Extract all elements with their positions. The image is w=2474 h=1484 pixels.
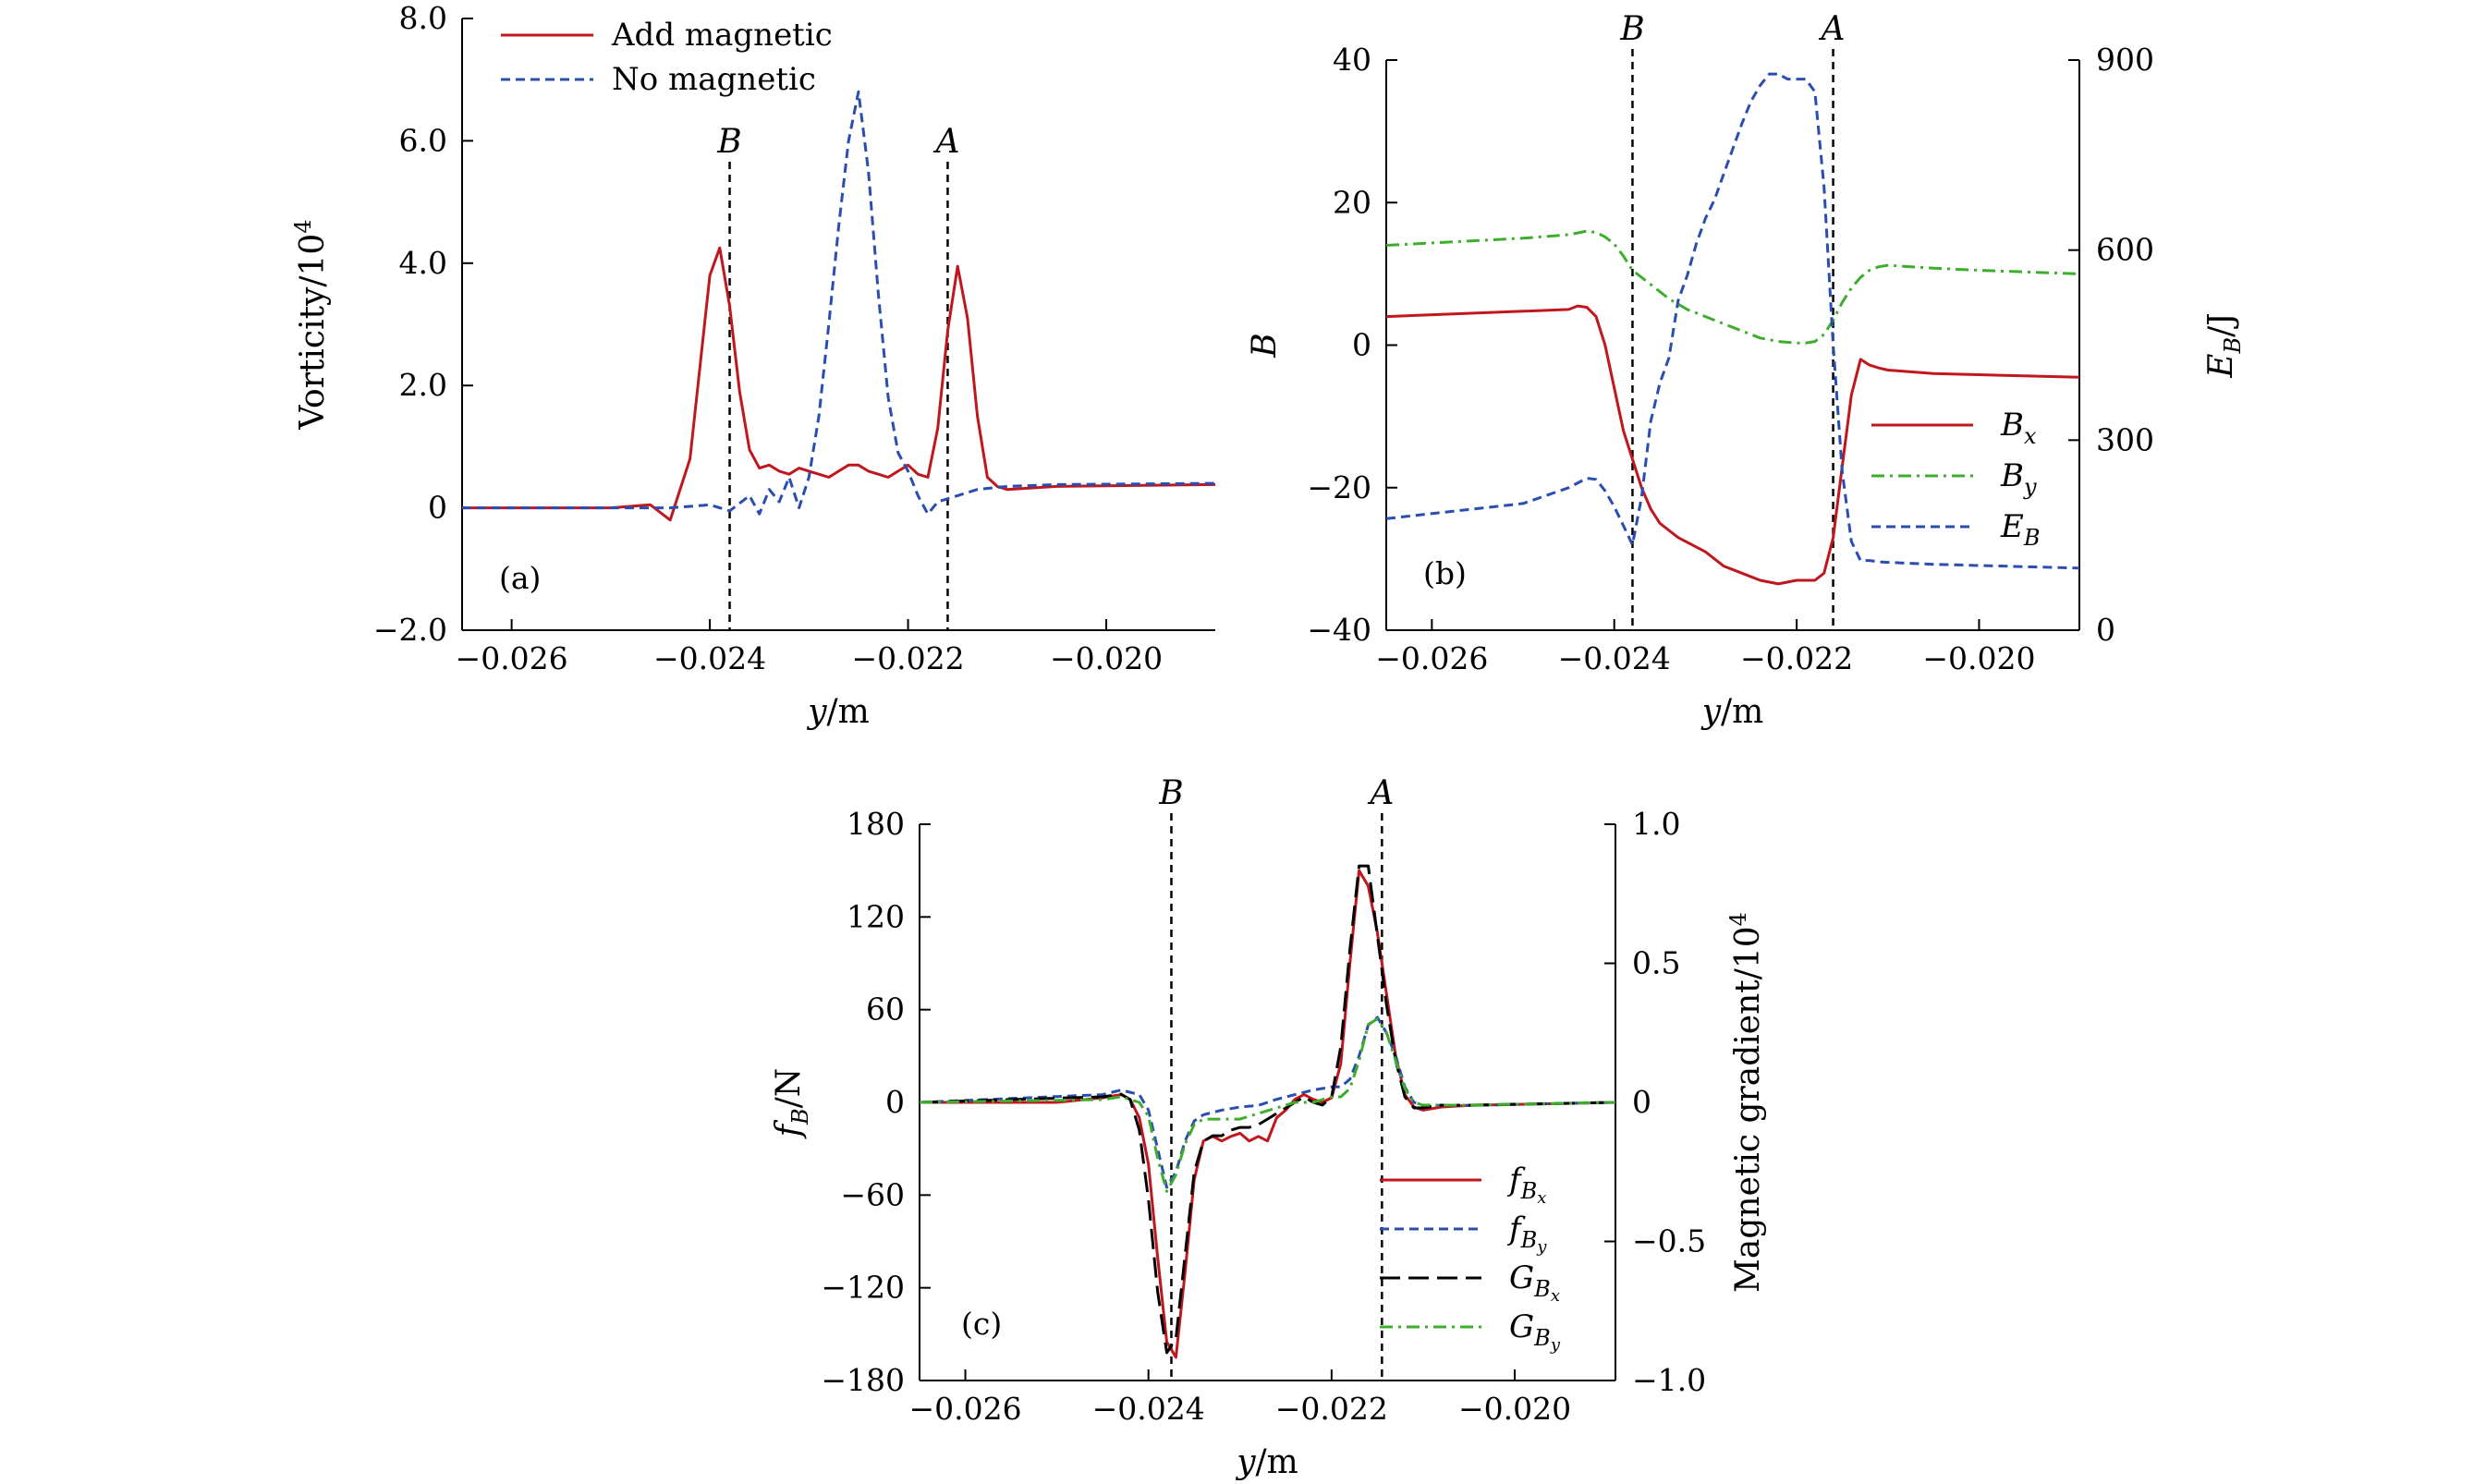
legend-label: No magnetic (612, 61, 816, 98)
y-tick-label: 180 (847, 806, 905, 842)
y-tick-label: 2.0 (399, 367, 447, 403)
series-line-gbx (919, 864, 1616, 1355)
marker-label-B: B (1158, 774, 1183, 812)
panel-label: (b) (1423, 555, 1467, 591)
x-axis-label: y/m (1235, 1443, 1298, 1481)
y-tick-label: 0 (885, 1084, 905, 1120)
y-tick-label: 0 (428, 490, 447, 526)
y-axis-label: fB/N (770, 1068, 813, 1140)
y-right-tick-label: 0.5 (1632, 945, 1680, 981)
marker-label-A: A (1819, 10, 1846, 48)
y-right-tick-label: −1.0 (1632, 1362, 1706, 1398)
marker-label-A: A (932, 123, 959, 161)
x-tick-label: −0.022 (852, 640, 965, 676)
x-tick-label: −0.026 (1375, 640, 1488, 676)
y-tick-label: 20 (1333, 184, 1371, 220)
marker-label-A: A (1367, 774, 1394, 812)
panel-a: −0.026 −0.024 −0.022 −0.020 −2.0 0 2.0 4.0 6.0 8.… (290, 0, 1216, 731)
x-tick-label: −0.026 (456, 640, 568, 676)
y-axis-label: B (1246, 333, 1284, 358)
y-right-tick-label: 600 (2096, 232, 2154, 268)
y-right-tick-label: 0 (1632, 1084, 1651, 1120)
legend-label: fBx (1506, 1162, 1546, 1208)
y-right-tick-label: 1.0 (1632, 806, 1680, 842)
y-tick-label: −120 (821, 1270, 905, 1306)
x-axis-label: y/m (806, 693, 870, 731)
series-line-no-magnetic (462, 90, 1216, 516)
panel-label: (a) (499, 560, 541, 596)
x-axis-label: y/m (1700, 693, 1764, 731)
x-tick-label: −0.020 (1922, 640, 2035, 676)
y-tick-label: 4.0 (399, 245, 447, 281)
y-tick-label: −20 (1307, 469, 1371, 505)
series-line-eb (1385, 72, 2080, 570)
y-axis-label: Vorticity/104 (290, 219, 332, 430)
x-tick-label: −0.024 (1558, 640, 1671, 676)
y-tick-label: −2.0 (373, 612, 447, 648)
y-tick-label: 60 (866, 991, 905, 1028)
y-tick-label: −180 (821, 1362, 905, 1398)
legend: Bx By EB (1871, 407, 2040, 551)
x-tick-label: −0.022 (1740, 640, 1853, 676)
series-line-bx (1385, 304, 2080, 586)
legend-label: GBx (1509, 1259, 1560, 1306)
legend-label: By (2000, 457, 2037, 500)
y-tick-label: −60 (840, 1176, 905, 1212)
legend-label: GBy (1509, 1308, 1561, 1355)
legend-label: fBy (1506, 1210, 1547, 1257)
x-tick-label: −0.024 (1092, 1391, 1205, 1427)
y-right-tick-label: −0.5 (1632, 1223, 1706, 1259)
y-tick-label: 120 (847, 898, 905, 934)
legend: Add magnetic No magnetic (501, 17, 833, 98)
x-tick-label: −0.020 (1050, 640, 1163, 676)
y-tick-label: 8.0 (399, 0, 447, 36)
y-tick-label: 0 (1352, 327, 1371, 363)
series-line-gby (919, 1017, 1616, 1193)
legend-label: Bx (2000, 407, 2037, 449)
y-right-axis-label: EB/J (2202, 312, 2246, 378)
x-tick-label: −0.020 (1458, 1391, 1571, 1427)
y-right-axis-label: Magnetic gradient/104 (1725, 912, 1767, 1293)
y-tick-label: −40 (1307, 612, 1371, 648)
legend-label: EB (2000, 508, 2040, 551)
series-line-by (1385, 229, 2080, 345)
y-tick-label: 6.0 (399, 122, 447, 158)
series-line-add-magnetic (462, 246, 1216, 522)
y-right-tick-label: 900 (2096, 42, 2154, 78)
y-tick-label: 40 (1333, 42, 1371, 78)
panel-b: −0.026 −0.024 −0.022 −0.020 −40 −20 0 20 40 0 300 6… (1246, 10, 2246, 731)
marker-label-B: B (1619, 10, 1644, 48)
x-tick-label: −0.022 (1275, 1391, 1388, 1427)
legend-label: Add magnetic (611, 17, 833, 54)
marker-label-B: B (716, 123, 741, 161)
y-right-tick-label: 0 (2096, 612, 2115, 648)
y-right-tick-label: 300 (2096, 421, 2154, 457)
panel-label: (c) (961, 1306, 1002, 1342)
x-tick-label: −0.026 (908, 1391, 1021, 1427)
x-tick-label: −0.024 (653, 640, 766, 676)
panel-c: −0.026 −0.024 −0.022 −0.020 −180 −120 −60 0 60 12… (770, 774, 1767, 1481)
